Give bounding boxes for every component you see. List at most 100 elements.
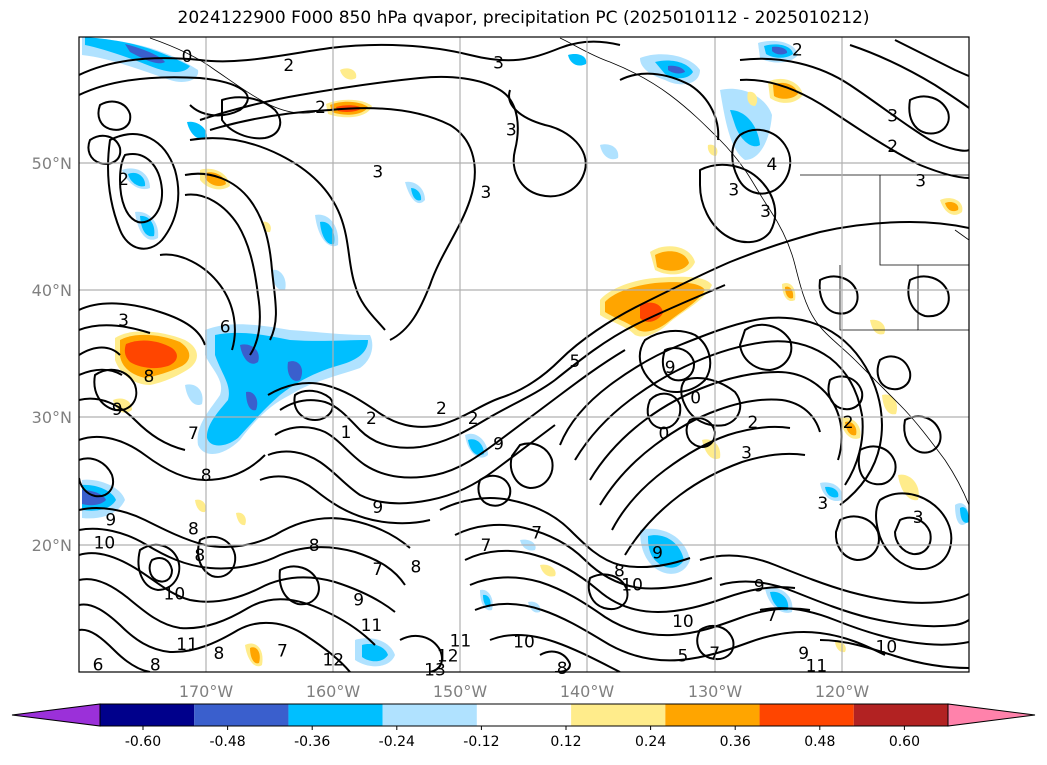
lon-tick-label: 170°W — [179, 682, 234, 701]
contour-line — [209, 107, 476, 341]
lat-tick-label: 20°N — [32, 536, 72, 555]
contour-line — [79, 628, 151, 672]
precip-negative-area — [730, 110, 760, 147]
contour-label: 9 — [754, 577, 765, 597]
precip-positive-area — [845, 421, 857, 436]
contour-line — [119, 153, 164, 224]
contour-line — [739, 78, 969, 179]
contour-line — [267, 424, 556, 505]
contour-line — [489, 633, 621, 672]
contour-label: 2 — [366, 409, 377, 429]
contour-label: 11 — [176, 635, 198, 655]
contour-label: 6 — [220, 318, 231, 338]
precip-negative-area — [140, 215, 155, 237]
contour-label: 11 — [806, 657, 828, 677]
contour-label: 3 — [913, 508, 924, 528]
lon-tick-label: 130°W — [688, 682, 743, 701]
precip-negative-area — [411, 188, 422, 201]
contour-line — [638, 329, 712, 393]
contour-label: 9 — [493, 434, 504, 454]
contour-line — [624, 452, 806, 556]
contour-label: 2 — [436, 399, 447, 419]
contour-label: 3 — [480, 183, 491, 203]
contour-label: 10 — [876, 638, 898, 658]
contour-line — [189, 137, 386, 331]
contour-label: 3 — [760, 202, 771, 222]
contour-line — [907, 275, 950, 318]
border — [839, 265, 918, 331]
contour-label: 8 — [309, 536, 320, 556]
precip-negative-area — [128, 172, 146, 187]
colorbar-tick-label: 0.24 — [635, 734, 666, 750]
contour-line — [827, 375, 864, 411]
contour-label: 7 — [277, 641, 288, 661]
contour-line — [159, 253, 236, 351]
precip-positive-area — [236, 512, 246, 526]
colorbar-outline — [99, 703, 949, 727]
colorbar-segment — [382, 704, 477, 726]
contour-label: 7 — [188, 424, 199, 444]
contour-line — [857, 445, 897, 486]
lon-tick-label: 140°W — [560, 682, 615, 701]
colorbar-extend-max — [947, 703, 1036, 727]
contour-label: 9 — [665, 358, 676, 378]
contour-line — [79, 368, 123, 376]
contour-label: 3 — [741, 443, 752, 463]
contour-line — [874, 492, 953, 570]
contour-line — [739, 57, 969, 152]
contour-line — [510, 442, 554, 489]
precip-negative-area — [468, 439, 484, 456]
contour-label: 12 — [322, 650, 344, 670]
colorbar-segment — [288, 704, 383, 726]
contour-label: 9 — [652, 544, 663, 564]
map-title: 2024122900 F000 850 hPa qvapor, precipit… — [177, 8, 870, 28]
contour-line — [719, 580, 969, 628]
contour-line — [87, 134, 122, 165]
contour-label: 7 — [372, 560, 383, 580]
gridlines — [79, 37, 969, 672]
contour-line — [876, 355, 912, 391]
contour-line — [696, 624, 735, 660]
precip-negative-area — [185, 384, 203, 406]
precip-negative-area — [825, 486, 839, 498]
colorbar-segment — [853, 704, 948, 726]
contour-line — [199, 75, 587, 198]
contour-label: 3 — [817, 494, 828, 514]
colorbar-tick-label: 0.48 — [804, 734, 835, 750]
contour-label: 9 — [798, 644, 809, 664]
contour-line — [93, 368, 138, 412]
contour-line — [834, 515, 880, 561]
precip-positive-area — [945, 201, 959, 212]
contour-label: 5 — [569, 352, 580, 372]
contour-label: 10 — [513, 633, 535, 653]
contour-label: 11 — [361, 616, 383, 636]
contour-line — [474, 603, 886, 662]
precip-positive-area — [747, 91, 758, 106]
contour-line — [699, 554, 969, 604]
contour-label: 2 — [118, 170, 129, 190]
precip-negative-area — [187, 121, 208, 140]
precip-negative-area — [772, 46, 788, 55]
contour-label: 0 — [658, 424, 669, 444]
contour-label: 8 — [411, 558, 422, 578]
contour-line — [107, 133, 180, 250]
contour-label: 11 — [450, 631, 472, 651]
coastline — [954, 229, 969, 241]
contour-line — [699, 163, 777, 244]
coastline — [559, 37, 969, 506]
contour-label: 9 — [353, 591, 364, 611]
contour-label: 2 — [887, 137, 898, 157]
contour-label: 8 — [194, 546, 205, 566]
contour-label: 0 — [690, 389, 701, 409]
contour-line — [454, 523, 713, 590]
lon-tick-label: 120°W — [815, 682, 870, 701]
precip-negative-area — [320, 221, 335, 245]
precip-negative-area — [246, 391, 258, 411]
colorbar-segment — [759, 704, 854, 726]
contour-line — [399, 634, 443, 672]
contour-label: 8 — [213, 644, 224, 664]
contour-label: 13 — [424, 660, 446, 680]
precip-negative-area — [568, 54, 587, 66]
contour-label: 2 — [843, 413, 854, 433]
